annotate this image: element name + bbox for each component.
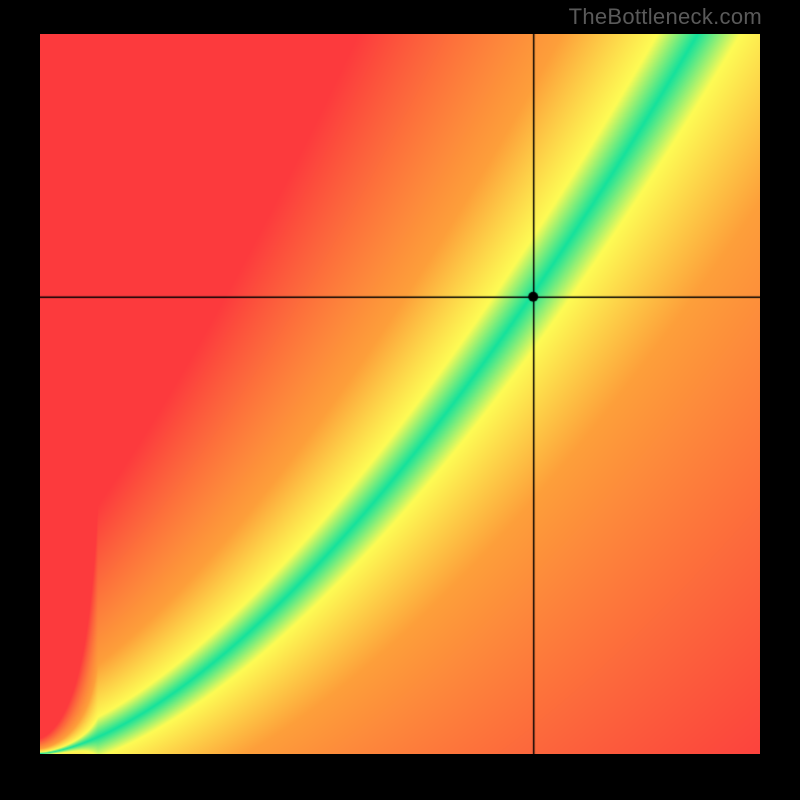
bottleneck-heatmap (40, 34, 760, 754)
watermark-text: TheBottleneck.com (569, 4, 762, 30)
chart-frame: { "watermark": "TheBottleneck.com", "cha… (0, 0, 800, 800)
